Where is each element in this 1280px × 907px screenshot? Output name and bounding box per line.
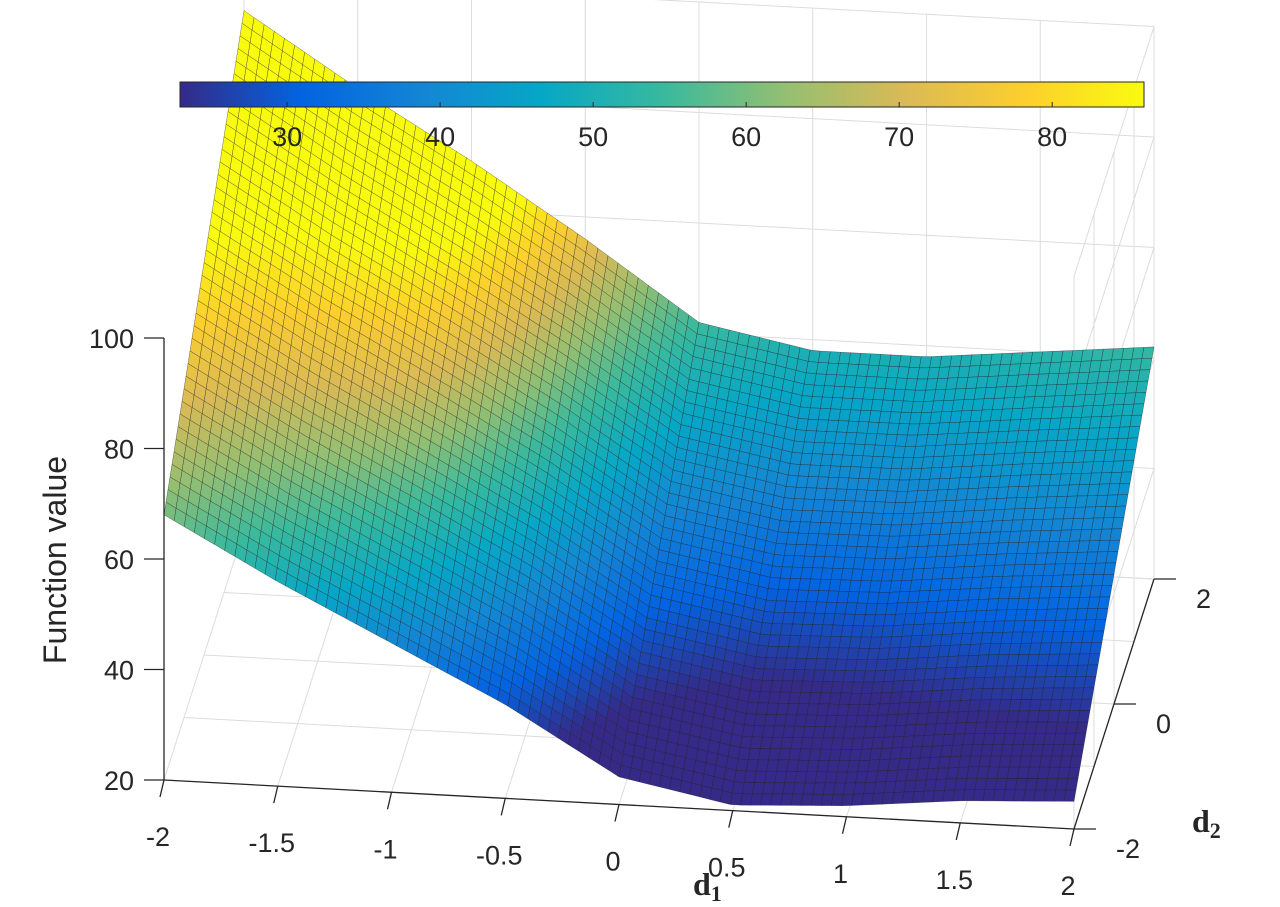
surface-face bbox=[1077, 710, 1091, 723]
surface-face bbox=[1103, 562, 1117, 575]
surface-face bbox=[1127, 426, 1141, 439]
colorbar-tick-label: 80 bbox=[1037, 122, 1067, 152]
surface-face bbox=[1063, 789, 1077, 802]
x-axis-tick bbox=[500, 798, 506, 816]
surface-face bbox=[1113, 505, 1127, 518]
surface-face bbox=[1065, 778, 1079, 791]
x-axis-tick bbox=[841, 816, 848, 834]
surface-face bbox=[1079, 698, 1093, 711]
surface-face bbox=[1083, 676, 1097, 688]
x-tick-label: -2 bbox=[146, 822, 170, 852]
surface-face bbox=[1125, 437, 1139, 450]
x-tick-label: -1.5 bbox=[248, 828, 295, 858]
surface-mesh bbox=[163, 10, 1155, 806]
x-tick-label: -0.5 bbox=[476, 840, 523, 870]
z-tick-label: 40 bbox=[104, 656, 134, 686]
surface-face bbox=[1081, 687, 1095, 700]
surface-face bbox=[659, 775, 672, 790]
grid-line-side-z bbox=[1073, 136, 1155, 388]
colorbar-tick-label: 60 bbox=[731, 122, 761, 152]
surface-face bbox=[1111, 517, 1125, 530]
y-axis-title: d2 bbox=[1192, 803, 1221, 843]
surface-face bbox=[689, 782, 703, 798]
tick-labels: -2 -1.5 -1 -0.5 0 0.5 1 1.5 2 -2 0 2 20 40 60 80 100 bbox=[89, 324, 1211, 901]
x-tick-label: 0 bbox=[605, 847, 620, 877]
y-tick-label: 2 bbox=[1196, 584, 1211, 614]
x-axis-tick bbox=[386, 792, 393, 810]
surface-face bbox=[618, 765, 632, 780]
surface-face bbox=[1095, 608, 1109, 620]
surface-face bbox=[1071, 744, 1085, 757]
colorbar: 30 40 50 60 70 80 bbox=[179, 81, 1145, 152]
surface-face bbox=[649, 772, 662, 788]
surface-face bbox=[1087, 653, 1101, 666]
surface-face bbox=[1141, 346, 1155, 359]
y-axis-title-subscript: 2 bbox=[1210, 818, 1221, 843]
surface-face bbox=[1097, 596, 1111, 609]
grid-line-back-z bbox=[652, 0, 1155, 27]
surface-face bbox=[719, 790, 733, 805]
surface-face bbox=[1067, 767, 1081, 779]
surface-face bbox=[1137, 369, 1151, 382]
colorbar-tick-label: 40 bbox=[425, 122, 455, 152]
surface-face bbox=[1085, 664, 1099, 677]
x-tick-label: 2 bbox=[1060, 871, 1075, 901]
x-axis-tick bbox=[1069, 828, 1075, 847]
x-axis-tick bbox=[614, 804, 620, 822]
surface-face bbox=[1131, 403, 1145, 416]
x-tick-label: 1 bbox=[833, 859, 848, 889]
surface-face bbox=[1075, 721, 1089, 734]
surface-face bbox=[1099, 585, 1113, 598]
y-tick-label: 0 bbox=[1156, 709, 1171, 739]
surface-face bbox=[1069, 755, 1083, 768]
x-axis-tick bbox=[728, 810, 734, 828]
surface-face bbox=[1139, 358, 1153, 371]
x-tick-label: -1 bbox=[373, 834, 397, 864]
surface-face bbox=[1091, 630, 1105, 643]
surface-face bbox=[628, 767, 642, 783]
surface-face bbox=[699, 785, 713, 800]
axes bbox=[144, 337, 1176, 847]
surface-face bbox=[1133, 392, 1147, 405]
surface-face bbox=[1123, 449, 1137, 462]
surface-face bbox=[1105, 551, 1119, 564]
x-axis-title: d1 bbox=[693, 866, 722, 906]
colorbar-tick-label: 30 bbox=[272, 122, 302, 152]
surface-face bbox=[1129, 414, 1143, 427]
surface-face bbox=[679, 780, 693, 795]
surface-face bbox=[1135, 380, 1149, 393]
x-axis-tick bbox=[955, 822, 961, 841]
surface-face bbox=[1101, 574, 1115, 586]
surface-face bbox=[1109, 528, 1123, 541]
x-tick-label: 0.5 bbox=[708, 853, 746, 883]
y-tick-label: -2 bbox=[1116, 834, 1140, 864]
surface-face bbox=[1119, 471, 1133, 484]
z-axis-title: Function value bbox=[37, 456, 73, 664]
colorbar-tick-label: 70 bbox=[884, 122, 914, 152]
grid-line-side-z bbox=[1073, 26, 1155, 277]
x-axis-title-subscript: 1 bbox=[711, 881, 722, 906]
y-axis-title-main: d bbox=[1192, 803, 1210, 839]
surface-face bbox=[709, 787, 723, 803]
z-tick-label: 100 bbox=[89, 324, 134, 354]
x-axis-tick bbox=[273, 785, 279, 804]
surface-face bbox=[1093, 619, 1107, 632]
surface-face bbox=[1115, 494, 1129, 507]
surface-face bbox=[638, 770, 652, 785]
surface-face bbox=[1073, 733, 1087, 745]
surface-face bbox=[1107, 539, 1121, 552]
surface-face bbox=[1089, 642, 1103, 654]
x-axis-title-main: d bbox=[693, 866, 711, 902]
surface-face bbox=[1121, 460, 1135, 473]
z-tick-label: 80 bbox=[104, 435, 134, 465]
z-tick-label: 60 bbox=[104, 545, 134, 575]
surface-face bbox=[669, 777, 682, 793]
x-tick-label: 1.5 bbox=[935, 865, 973, 895]
colorbar-tick-label: 50 bbox=[578, 122, 608, 152]
surface-face bbox=[1117, 483, 1131, 496]
colorbar-gradient bbox=[179, 81, 1145, 108]
z-tick-label: 20 bbox=[104, 766, 134, 796]
x-axis-tick bbox=[159, 779, 165, 798]
